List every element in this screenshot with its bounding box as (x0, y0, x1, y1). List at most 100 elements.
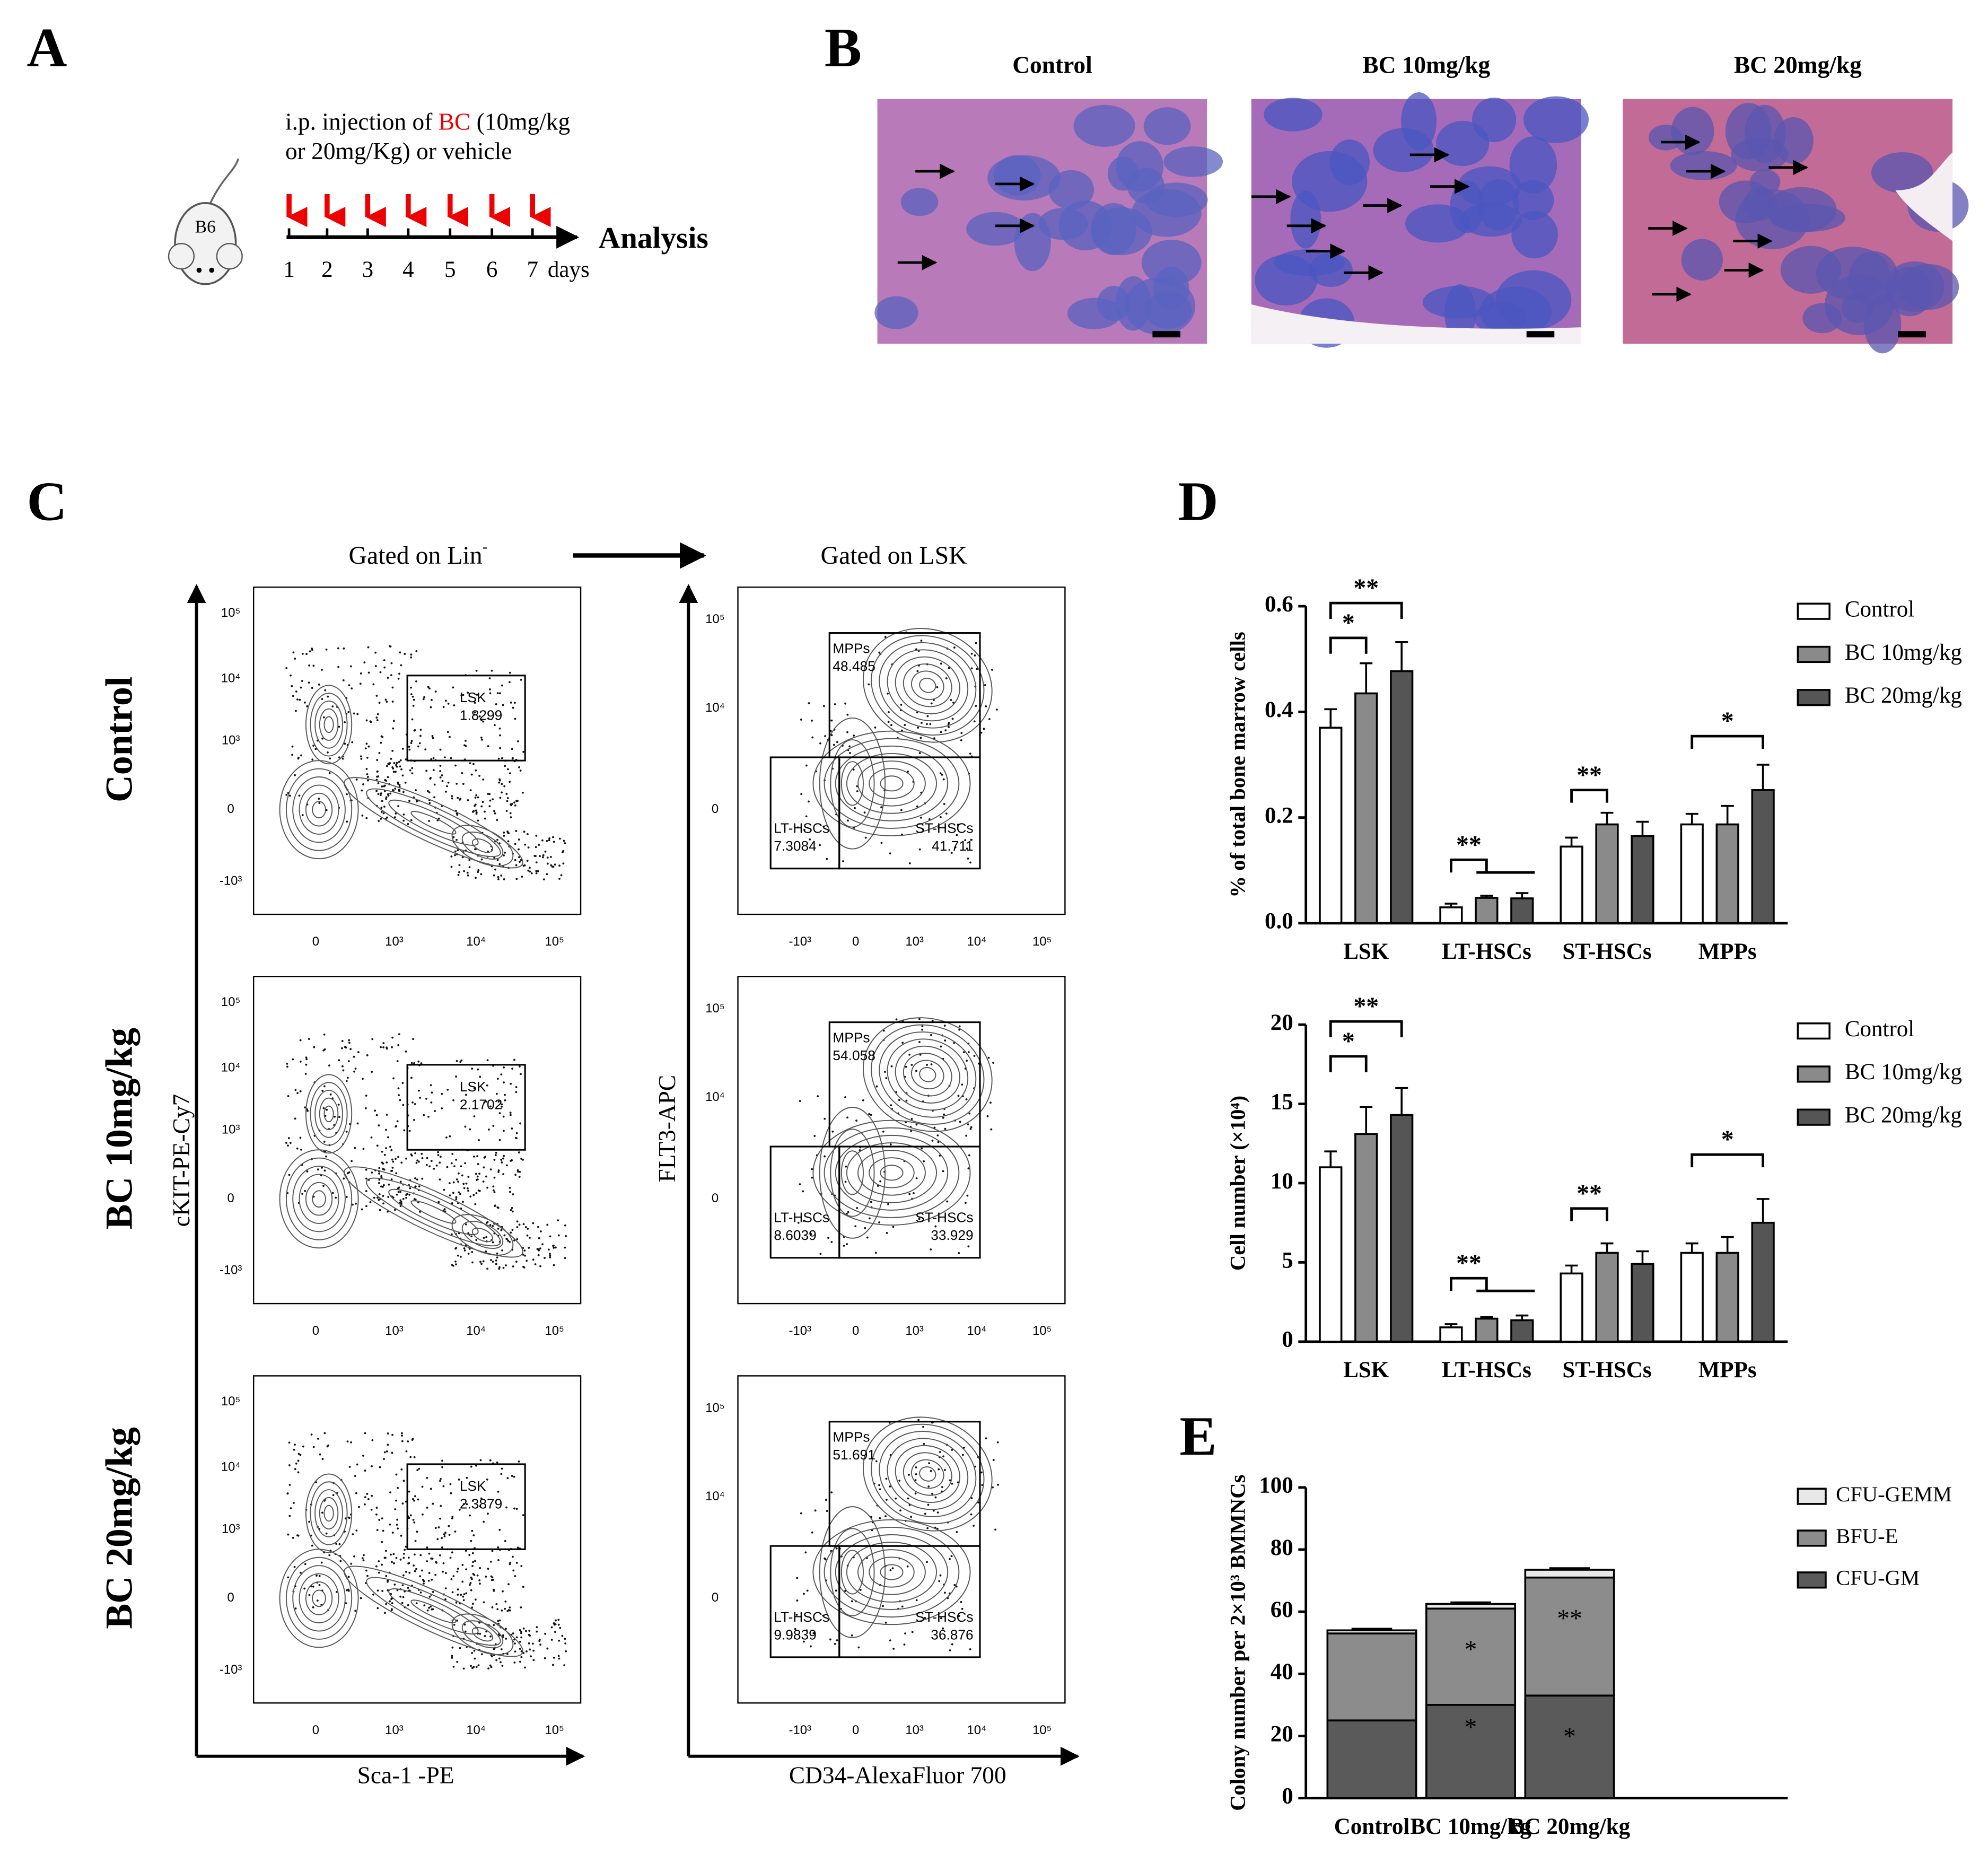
tissue-edge (1895, 152, 1953, 241)
event-dot (457, 1568, 459, 1570)
contour (471, 1227, 494, 1243)
event-dot (392, 727, 395, 730)
event-dot (509, 812, 512, 815)
contour (919, 677, 936, 693)
event-dot (474, 1657, 476, 1660)
event-dot (347, 1060, 350, 1062)
event-dot (322, 1185, 325, 1187)
event-dot (416, 1178, 418, 1181)
y-tick-label: 60 (1271, 1597, 1293, 1622)
event-dot (819, 844, 821, 846)
event-dot (908, 1193, 911, 1195)
event-dot (401, 1440, 404, 1442)
event-dot (552, 865, 555, 868)
event-dot (918, 1018, 921, 1020)
event-dot (962, 1454, 964, 1456)
event-dot (455, 1247, 458, 1249)
event-dot (967, 1245, 970, 1248)
event-dot (451, 1591, 454, 1594)
event-dot (376, 1144, 379, 1147)
event-dot (485, 1576, 487, 1578)
event-dot (518, 1460, 520, 1463)
event-dot (424, 748, 427, 751)
event-dot (399, 1099, 401, 1101)
event-dot (427, 1579, 430, 1582)
event-dot (391, 1158, 393, 1161)
event-dot (564, 1257, 566, 1260)
event-dot (830, 1241, 833, 1243)
event-dot (517, 1170, 519, 1173)
event-dot (916, 670, 919, 672)
event-dot (489, 799, 492, 802)
event-dot (939, 1451, 941, 1453)
event-dot (553, 1623, 556, 1626)
event-dot (452, 686, 454, 689)
contour (895, 656, 960, 714)
event-dot (381, 1563, 383, 1566)
event-dot (520, 1650, 523, 1652)
event-dot (486, 1267, 489, 1270)
event-dot (472, 1561, 475, 1563)
event-dot (388, 1183, 390, 1186)
day-label: 5 (444, 257, 456, 282)
event-dot (515, 1508, 518, 1510)
bar (1510, 1319, 1534, 1343)
event-dot (557, 1623, 560, 1626)
contour (314, 1489, 343, 1537)
event-dot (949, 1649, 951, 1651)
event-dot (906, 1565, 909, 1568)
event-dot (552, 836, 554, 838)
event-dot (400, 1432, 403, 1435)
y-tick-label: 100 (1259, 1473, 1293, 1498)
event-dot (940, 1045, 942, 1048)
event-dot (321, 1511, 323, 1514)
event-dot (471, 1651, 474, 1654)
event-dot (846, 713, 849, 716)
follicle (1511, 211, 1558, 259)
event-dot (480, 736, 483, 739)
contour (461, 832, 504, 860)
event-dot (473, 1115, 476, 1117)
event-dot (419, 1575, 422, 1578)
event-dot (493, 1159, 496, 1161)
event-dot (328, 1064, 330, 1067)
contour (830, 1129, 875, 1217)
event-dot (292, 651, 295, 654)
event-dot (388, 763, 390, 765)
event-dot (535, 855, 537, 858)
event-dot (312, 1606, 314, 1608)
event-dot (411, 1101, 414, 1104)
event-dot (444, 1587, 447, 1590)
event-dot (327, 695, 329, 698)
event-dot (394, 1508, 397, 1510)
event-dot (549, 856, 552, 858)
contour (903, 1053, 952, 1097)
event-dot (378, 1519, 381, 1521)
follicle (1871, 152, 1933, 193)
event-dot (805, 1629, 808, 1632)
event-dot (532, 1258, 535, 1261)
event-dot (467, 1190, 470, 1192)
event-dot (844, 702, 847, 705)
event-dot (366, 1493, 369, 1495)
event-dot (501, 791, 503, 794)
event-dot (467, 799, 469, 801)
event-dot (506, 800, 509, 802)
event-dot (527, 846, 530, 849)
event-dot (462, 1667, 465, 1670)
event-dot (444, 1532, 447, 1534)
event-dot (312, 745, 314, 747)
y-tick-label: 80 (1271, 1535, 1293, 1560)
event-dot (393, 720, 395, 722)
contour (879, 1031, 977, 1118)
event-dot (306, 1170, 309, 1173)
event-dot (341, 1065, 344, 1068)
event-dot (487, 1129, 490, 1131)
event-dot (415, 680, 417, 683)
event-dot (428, 687, 431, 690)
significance-bracket (1450, 858, 1488, 873)
event-dot (403, 1129, 406, 1132)
event-dot (378, 1167, 381, 1169)
event-dot (454, 850, 457, 853)
event-dot (519, 1648, 521, 1650)
